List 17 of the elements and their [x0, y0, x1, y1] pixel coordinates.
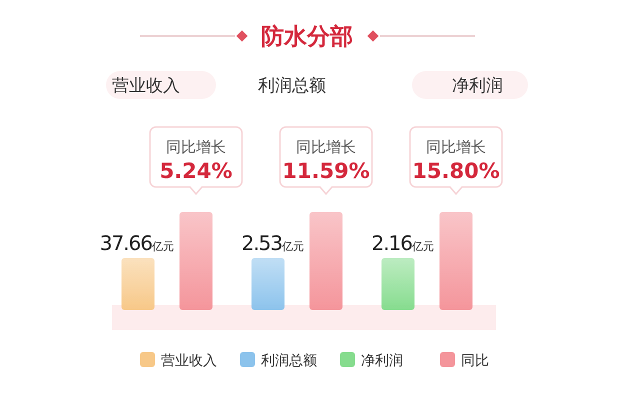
text: 同比增长	[426, 138, 486, 156]
text: 防水分部	[261, 24, 353, 50]
data-label: 37.66亿元	[100, 231, 174, 255]
data-label: 2.53亿元	[241, 231, 304, 255]
text: 同比增长	[296, 138, 356, 156]
legend-label: 利润总额	[261, 353, 317, 369]
legend-label: 营业收入	[161, 353, 217, 369]
category-label: 营业收入	[112, 76, 180, 96]
data-label: 2.16亿元	[371, 231, 434, 255]
data-label: 5.24%	[160, 159, 232, 183]
text: 同比增长	[166, 138, 226, 156]
data-label: 15.80%	[412, 159, 500, 183]
legend-label: 同比	[461, 353, 489, 369]
category-label: 利润总额	[258, 76, 326, 96]
legend-label: 净利润	[361, 353, 403, 369]
data-label: 11.59%	[282, 159, 370, 183]
category-label: 净利润	[452, 76, 503, 96]
